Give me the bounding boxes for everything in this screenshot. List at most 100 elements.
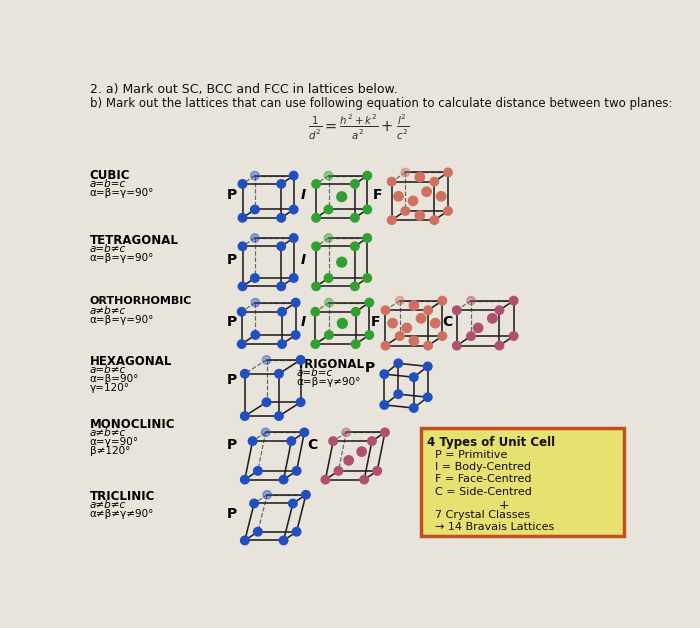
Circle shape	[291, 331, 300, 339]
Text: +: +	[498, 499, 509, 512]
Circle shape	[424, 393, 432, 401]
Circle shape	[351, 180, 359, 188]
Circle shape	[401, 168, 410, 176]
Circle shape	[360, 475, 368, 484]
Text: a=b≠c: a=b≠c	[90, 365, 126, 375]
Text: a≠b≠c: a≠b≠c	[90, 306, 126, 316]
Circle shape	[424, 306, 433, 315]
Circle shape	[410, 404, 418, 412]
Circle shape	[401, 207, 410, 215]
Circle shape	[363, 171, 372, 180]
Text: I: I	[300, 188, 306, 202]
Text: ORTHORHOMBIC: ORTHORHOMBIC	[90, 296, 193, 306]
Text: 7 Crystal Classes: 7 Crystal Classes	[435, 510, 530, 519]
Circle shape	[289, 205, 298, 214]
Circle shape	[416, 314, 426, 323]
Text: β≠120°: β≠120°	[90, 447, 130, 457]
Circle shape	[495, 342, 504, 350]
Circle shape	[422, 187, 431, 197]
Circle shape	[287, 437, 295, 445]
Circle shape	[251, 234, 259, 242]
Circle shape	[289, 234, 298, 242]
Circle shape	[325, 331, 333, 339]
Text: CUBIC: CUBIC	[90, 168, 130, 181]
Circle shape	[324, 274, 332, 282]
Circle shape	[410, 336, 419, 345]
Circle shape	[253, 528, 262, 536]
Circle shape	[238, 282, 247, 291]
Circle shape	[410, 301, 419, 310]
Circle shape	[394, 359, 402, 367]
Circle shape	[277, 180, 286, 188]
Circle shape	[277, 214, 286, 222]
Text: C: C	[307, 438, 317, 452]
Circle shape	[238, 180, 247, 188]
Circle shape	[380, 370, 389, 378]
Circle shape	[430, 216, 439, 224]
Circle shape	[288, 499, 297, 507]
Circle shape	[365, 298, 374, 307]
Circle shape	[277, 242, 286, 251]
Circle shape	[381, 428, 389, 436]
Circle shape	[438, 296, 447, 305]
Text: a=b≠c: a=b≠c	[90, 244, 126, 254]
Circle shape	[324, 234, 332, 242]
Text: P: P	[365, 361, 375, 375]
Circle shape	[334, 467, 343, 475]
Circle shape	[382, 342, 390, 350]
Circle shape	[278, 308, 286, 316]
Circle shape	[241, 412, 249, 420]
Circle shape	[251, 205, 259, 214]
Circle shape	[467, 332, 475, 340]
Text: α=β=γ≠90°: α=β=γ≠90°	[297, 377, 361, 387]
Circle shape	[274, 369, 284, 378]
Text: α=β=γ=90°: α=β=γ=90°	[90, 253, 154, 263]
Text: $\frac{1}{d^2} = \frac{h^2+k^2}{a^2} + \frac{l^2}{c^2}$: $\frac{1}{d^2} = \frac{h^2+k^2}{a^2} + \…	[308, 113, 410, 143]
FancyBboxPatch shape	[421, 428, 624, 536]
Circle shape	[424, 362, 432, 371]
Circle shape	[279, 475, 288, 484]
Text: P: P	[227, 188, 237, 202]
Circle shape	[312, 180, 321, 188]
Circle shape	[237, 308, 246, 316]
Circle shape	[444, 207, 452, 215]
Text: a=b=c: a=b=c	[297, 368, 333, 378]
Text: b) Mark out the lattices that can use following equation to calculate distance b: b) Mark out the lattices that can use fo…	[90, 97, 672, 110]
Text: MONOCLINIC: MONOCLINIC	[90, 418, 175, 431]
Text: α=β=γ=90°: α=β=γ=90°	[90, 315, 154, 325]
Text: α≠β≠γ≠90°: α≠β≠γ≠90°	[90, 509, 154, 519]
Circle shape	[248, 437, 257, 445]
Circle shape	[430, 177, 439, 186]
Circle shape	[444, 168, 452, 176]
Circle shape	[251, 331, 260, 339]
Circle shape	[395, 332, 404, 340]
Circle shape	[351, 242, 359, 251]
Circle shape	[302, 490, 310, 499]
Circle shape	[300, 428, 309, 436]
Circle shape	[473, 323, 483, 333]
Text: P: P	[227, 438, 237, 452]
Text: C = Side-Centred: C = Side-Centred	[435, 487, 531, 497]
Circle shape	[388, 318, 398, 328]
Circle shape	[250, 499, 258, 507]
Circle shape	[368, 437, 376, 445]
Text: TRIGONAL: TRIGONAL	[297, 358, 365, 371]
Circle shape	[241, 536, 249, 544]
Circle shape	[337, 257, 346, 267]
Text: C: C	[442, 315, 453, 329]
Text: α=γ=90°: α=γ=90°	[90, 437, 139, 447]
Circle shape	[293, 467, 301, 475]
Circle shape	[279, 536, 288, 544]
Circle shape	[408, 196, 418, 205]
Text: α=β=γ=90°: α=β=γ=90°	[90, 188, 154, 198]
Circle shape	[262, 355, 271, 364]
Text: I = Body-Centred: I = Body-Centred	[435, 462, 531, 472]
Text: TETRAGONAL: TETRAGONAL	[90, 234, 178, 247]
Text: a≠b≠c: a≠b≠c	[90, 428, 126, 438]
Text: P: P	[227, 507, 237, 521]
Circle shape	[373, 467, 382, 475]
Circle shape	[351, 214, 359, 222]
Circle shape	[387, 177, 396, 186]
Circle shape	[253, 467, 262, 475]
Circle shape	[430, 318, 440, 328]
